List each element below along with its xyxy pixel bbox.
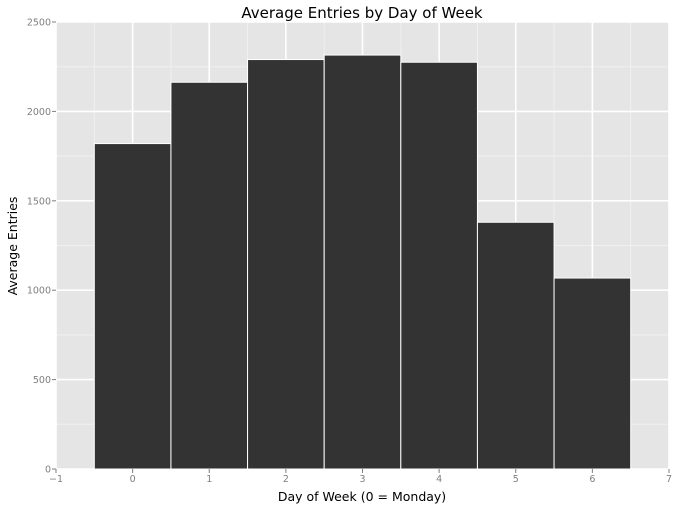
x-tick-label: 2 <box>283 474 289 485</box>
x-tick-label: 0 <box>130 474 136 485</box>
x-tick-label: 5 <box>513 474 519 485</box>
x-axis-label: Day of Week (0 = Monday) <box>278 489 446 504</box>
bar-day-6 <box>553 277 632 470</box>
bar-day-3 <box>323 54 402 470</box>
x-tick-label: 3 <box>359 474 365 485</box>
bar-day-1 <box>170 81 249 470</box>
y-axis-label: Average Entries <box>5 197 20 296</box>
bar-day-2 <box>247 59 325 470</box>
y-tick-label: 2000 <box>27 107 51 118</box>
x-tick-label: 6 <box>589 474 595 485</box>
x-tick-label: 1 <box>206 474 212 485</box>
bar-day-0 <box>93 143 172 470</box>
x-tick-label: 4 <box>436 474 442 485</box>
x-tick-label: 7 <box>666 474 672 485</box>
y-tick-label: 1500 <box>27 196 51 207</box>
y-tick-label: 1000 <box>27 286 51 297</box>
bar-day-5 <box>476 221 555 470</box>
bars <box>93 54 632 470</box>
y-tick-label: 500 <box>33 375 51 386</box>
y-tick-label: 0 <box>45 465 51 476</box>
chart-title: Average Entries by Day of Week <box>241 4 483 22</box>
y-tick-label: 2500 <box>27 18 51 29</box>
bar-day-4 <box>400 61 478 470</box>
x-tick-label: −1 <box>49 474 63 485</box>
